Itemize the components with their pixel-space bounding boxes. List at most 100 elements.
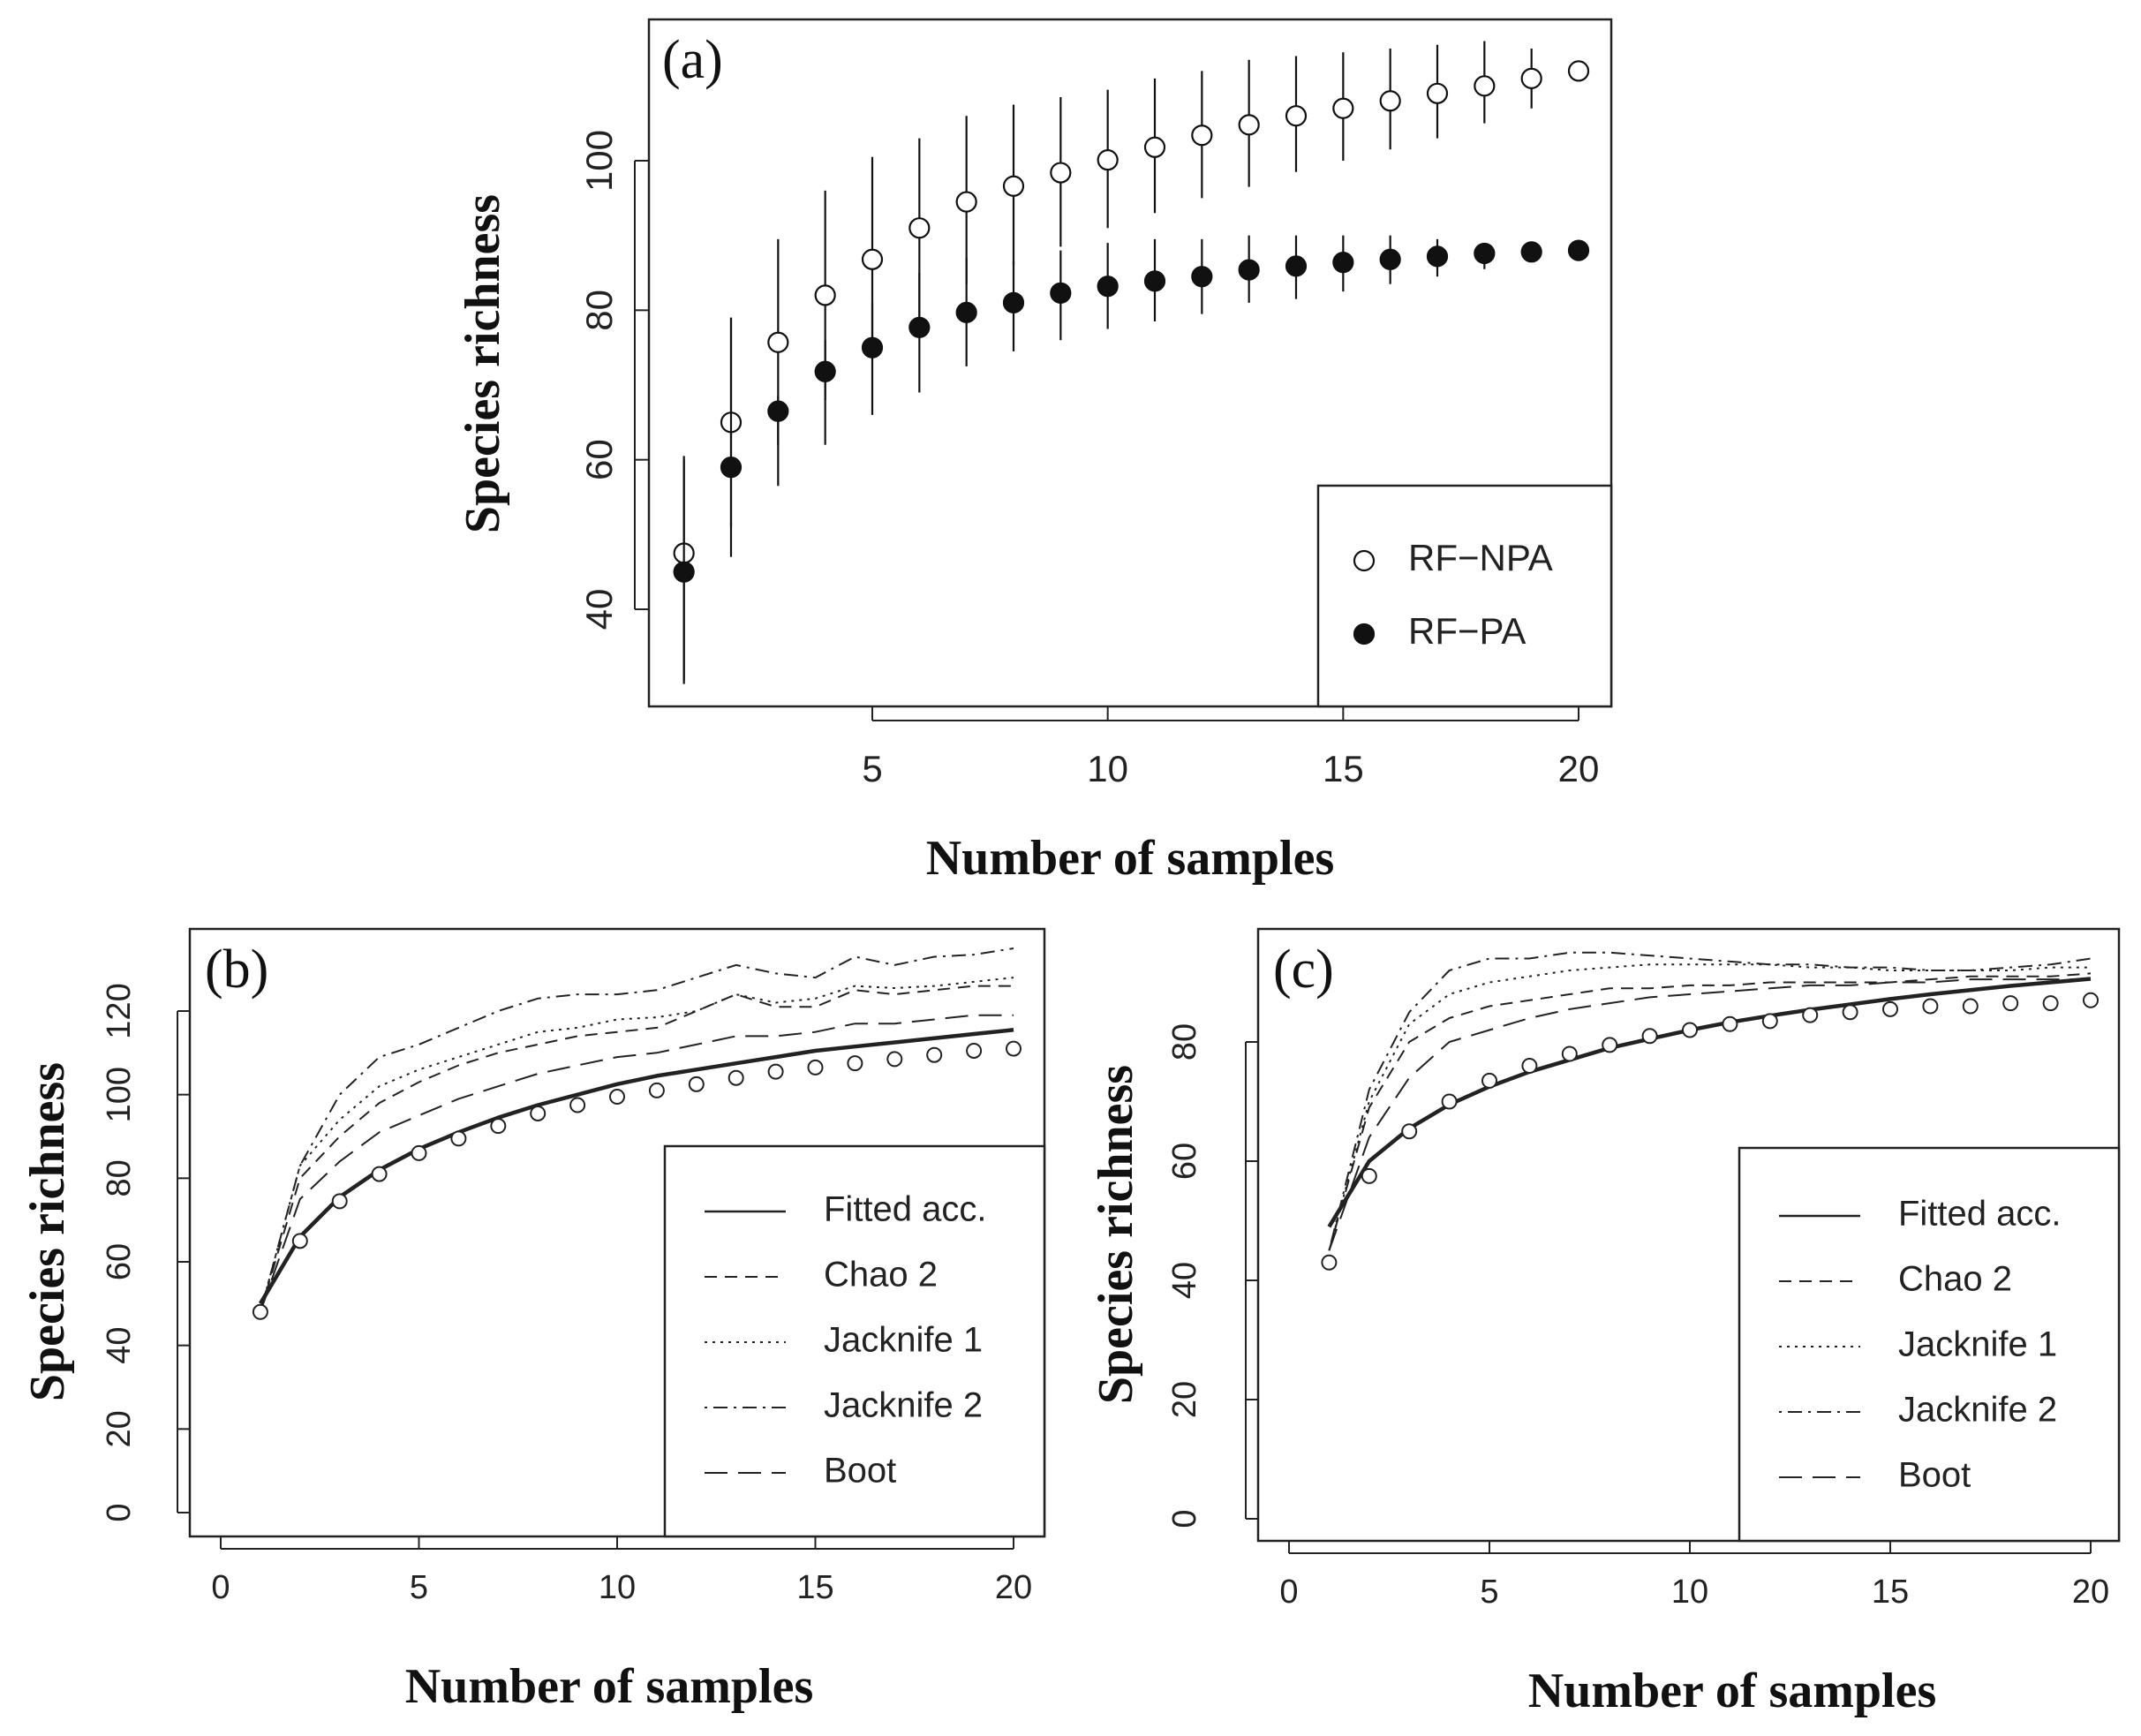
- data-point: [1922, 998, 1939, 1015]
- data-point: [1426, 245, 1449, 268]
- series-line-jacknife-2: [1328, 951, 2092, 1251]
- x-tick-label: 5: [410, 1569, 428, 1606]
- x-tick-label: 0: [1279, 1574, 1298, 1611]
- y-tick-label: 40: [578, 589, 620, 630]
- y-axis-title: Species richness: [1089, 1065, 1143, 1404]
- data-point: [1474, 75, 1496, 97]
- data-point: [1050, 162, 1072, 184]
- data-point: [673, 561, 695, 583]
- legend-label: Jacknife 1: [824, 1321, 983, 1360]
- legend-label: Boot: [1898, 1456, 1971, 1495]
- data-point: [1238, 259, 1260, 281]
- data-point: [1191, 266, 1213, 288]
- chart-panel-a: (a) 5 10 15 20 40 60 80 100 Number of samples Spec…: [456, 18, 1613, 886]
- data-point: [1285, 255, 1308, 277]
- x-tick-label: 10: [1671, 1574, 1708, 1611]
- legend-label: Jacknife 2: [1898, 1391, 2057, 1430]
- y-tick-label: 60: [101, 1243, 138, 1280]
- data-point: [1481, 1072, 1497, 1089]
- data-point: [450, 1130, 467, 1147]
- data-point: [1332, 252, 1354, 274]
- data-point: [1379, 248, 1401, 270]
- legend: RF−NPA RF−PA: [1316, 484, 1613, 708]
- legend-box: [1316, 484, 1613, 708]
- data-point: [1567, 239, 1590, 261]
- data-point: [1143, 136, 1166, 158]
- y-tick-label: 80: [1166, 1023, 1203, 1060]
- data-point: [1332, 97, 1354, 119]
- y-axis-title: Species richness: [20, 1062, 75, 1401]
- data-point: [1361, 1167, 1377, 1184]
- y-tick-label: 20: [1166, 1381, 1203, 1418]
- data-point: [1722, 1015, 1738, 1032]
- series-line-boot: [1328, 978, 2091, 1251]
- x-tick-label: 15: [796, 1569, 833, 1606]
- data-point: [1641, 1028, 1658, 1045]
- data-point: [1521, 1058, 1538, 1074]
- data-point: [727, 1069, 744, 1086]
- data-point: [371, 1166, 388, 1182]
- y-tick-label: 0: [1166, 1509, 1203, 1528]
- chart-panel-c: (c) 0 5 10 15 20 0 20 40 60 80 Number of samples Spe…: [1089, 927, 2121, 1718]
- x-tick-label: 10: [599, 1569, 636, 1606]
- y-tick-label: 20: [101, 1410, 138, 1447]
- panel-label: (c): [1273, 940, 1334, 1000]
- data-point: [926, 1046, 943, 1063]
- legend-label: Chao 2: [824, 1256, 938, 1294]
- data-point: [1191, 125, 1213, 147]
- y-tick-label: 0: [101, 1503, 138, 1521]
- y-tick-label: 80: [578, 290, 620, 331]
- data-point: [767, 1063, 784, 1080]
- y-tick-label: 120: [101, 983, 138, 1038]
- x-tick-label: 10: [1087, 748, 1128, 789]
- data-point: [1520, 241, 1542, 263]
- legend-label: RF−NPA: [1408, 537, 1553, 578]
- data-point: [331, 1193, 348, 1210]
- data-point: [688, 1076, 705, 1092]
- x-tick-label: 5: [862, 748, 882, 789]
- x-tick-label: 20: [2072, 1574, 2109, 1611]
- x-tick-label: 5: [1480, 1574, 1498, 1611]
- data-point: [490, 1118, 507, 1135]
- data-point: [1802, 1007, 1819, 1023]
- y-tick-label: 60: [578, 439, 620, 480]
- data-point: [1050, 282, 1072, 304]
- legend-label: Jacknife 2: [824, 1386, 983, 1425]
- data-point: [2083, 992, 2099, 1008]
- data-point: [1097, 275, 1119, 298]
- data-point: [1426, 82, 1449, 104]
- y-tick-label: 100: [578, 130, 620, 192]
- data-point: [814, 284, 836, 306]
- series-line-jacknife-1: [259, 977, 1014, 1313]
- data-point: [908, 217, 931, 239]
- x-tick-label: 0: [211, 1569, 230, 1606]
- x-tick-label: 20: [995, 1569, 1032, 1606]
- legend-label: Boot: [824, 1452, 896, 1491]
- data-point: [1962, 998, 1979, 1015]
- data-point: [1561, 1045, 1578, 1062]
- data-point: [807, 1059, 824, 1076]
- data-point: [955, 301, 977, 323]
- data-point: [886, 1051, 903, 1068]
- legend-label: Fitted acc.: [1898, 1195, 2062, 1234]
- x-axis-title: Number of samples: [1528, 1664, 1937, 1718]
- y-axis-title: Species richness: [456, 194, 510, 533]
- legend-label: RF−PA: [1408, 610, 1526, 652]
- legend: Fitted acc. Chao 2 Jacknife 1 Jacknife 2 Boo…: [1738, 1146, 2121, 1543]
- data-point: [1238, 114, 1260, 136]
- x-tick-label: 15: [1323, 748, 1364, 789]
- y-tick-label: 100: [101, 1067, 138, 1122]
- data-point: [861, 248, 884, 270]
- legend-box: [1738, 1146, 2121, 1543]
- series-rf-pa: [673, 235, 1590, 684]
- chart-panel-b: (b) 0 5 10 15 20 0 20 40 60 80 100 120 Number of samp…: [20, 927, 1046, 1714]
- data-point: [1842, 1004, 1858, 1021]
- data-point: [1682, 1022, 1698, 1038]
- data-point: [1567, 60, 1590, 82]
- data-point: [1602, 1037, 1618, 1053]
- panel-label: (b): [205, 940, 268, 1000]
- data-point: [908, 316, 931, 338]
- data-point: [291, 1233, 308, 1249]
- legend-symbol: [1353, 623, 1376, 645]
- legend: Fitted acc. Chao 2 Jacknife 1 Jacknife 2 Boo…: [663, 1144, 1046, 1538]
